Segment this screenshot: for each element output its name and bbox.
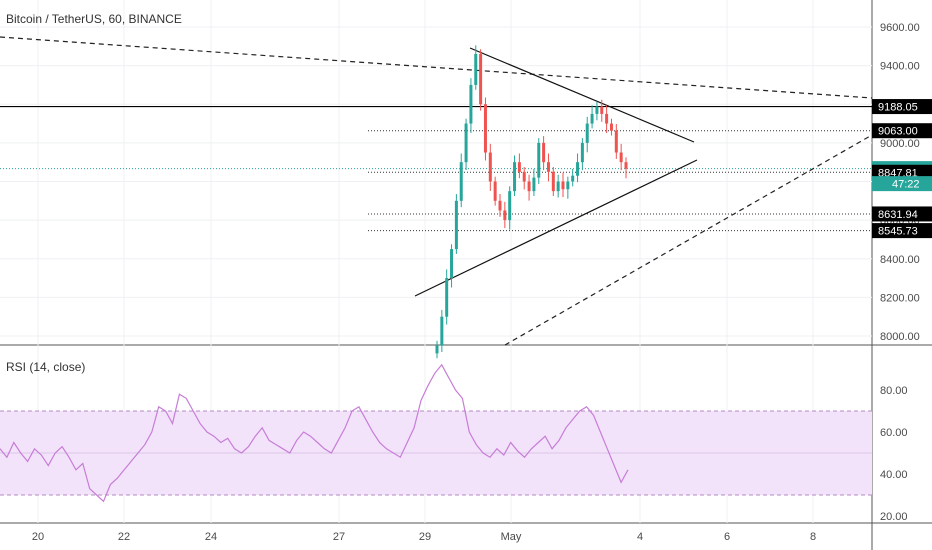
countdown-label: 47:22 — [892, 179, 920, 191]
candle-body — [513, 162, 517, 192]
candle-body — [605, 113, 609, 124]
candle-body — [469, 84, 473, 124]
price-tick-label: 9600.00 — [880, 22, 920, 34]
candle-countdown-tag: 47:22 — [872, 176, 932, 192]
time-axis[interactable]: 20 22 24 27 29 May 4 6 8 — [32, 531, 816, 543]
candle-body — [508, 191, 512, 221]
time-tick-label: 29 — [419, 531, 431, 543]
rsi-tick-label: 80.00 — [880, 385, 908, 397]
candle-body — [464, 123, 468, 163]
candle-body — [532, 177, 536, 192]
candle-body — [459, 162, 463, 201]
dashed-resistance-trendline[interactable] — [0, 36, 873, 99]
countdown-box — [872, 176, 932, 192]
candle-body — [576, 162, 580, 176]
price-tag-box — [872, 164, 932, 180]
price-tag-label: 8545.73 — [878, 226, 918, 238]
candle-body — [600, 106, 604, 114]
candle-body — [522, 171, 526, 182]
price-tick-label: 8400.00 — [880, 254, 920, 266]
candle-body — [571, 175, 575, 182]
triangle-upper-line[interactable] — [469, 47, 695, 143]
drawing-layer[interactable] — [0, 36, 873, 346]
candle-body — [590, 113, 594, 124]
price-tag-label: 9063.00 — [878, 126, 918, 138]
candle-body — [546, 162, 550, 172]
price-tag-box — [872, 123, 932, 139]
candle-body — [483, 104, 487, 153]
symbol-title: Bitcoin / TetherUS, 60, BINANCE — [6, 12, 182, 26]
candle-body — [479, 54, 483, 105]
rsi-series — [0, 363, 872, 503]
rsi-tick-label: 20.00 — [880, 511, 908, 523]
price-tick-label: 9000.00 — [880, 138, 920, 150]
candle-body — [527, 181, 531, 192]
time-tick-label: 6 — [724, 531, 730, 543]
dashed-support-trendline[interactable] — [504, 134, 873, 346]
candle-body — [556, 181, 560, 192]
candle-body — [542, 142, 546, 163]
candle-body — [503, 210, 507, 221]
candle-body — [517, 162, 521, 172]
time-tick-label: May — [501, 531, 522, 543]
candlestick-series — [435, 45, 628, 359]
price-tag-label: 9188.05 — [878, 102, 918, 114]
price-tick-label: 9400.00 — [880, 61, 920, 73]
price-tag-box — [872, 206, 932, 222]
candle-body — [585, 123, 589, 143]
candle-body — [595, 106, 599, 114]
candle-body — [551, 171, 555, 192]
time-tick-label: 24 — [205, 531, 217, 543]
candle-body — [498, 200, 502, 211]
candle-body — [445, 278, 449, 317]
candle-body — [561, 181, 565, 190]
price-tag-box — [872, 99, 932, 115]
candle-body — [624, 162, 628, 169]
candle-body — [435, 345, 439, 354]
price-level-tag: 9188.05 — [872, 99, 932, 115]
candle-body — [609, 123, 613, 131]
rsi-line — [0, 363, 629, 503]
price-tag-label: 8631.94 — [878, 209, 918, 221]
candle-body — [454, 200, 458, 250]
candle-body — [488, 152, 492, 182]
rsi-tick-label: 60.00 — [880, 427, 908, 439]
price-tag-box — [872, 223, 932, 239]
candle-body — [450, 249, 454, 279]
triangle-lower-line[interactable] — [414, 159, 698, 297]
time-tick-label: 4 — [637, 531, 643, 543]
time-tick-label: 8 — [810, 531, 816, 543]
candle-body — [537, 142, 541, 178]
candle-body — [493, 181, 497, 201]
candle-body — [580, 142, 584, 163]
price-tick-label: 8000.00 — [880, 331, 920, 343]
price-level-tag: 8545.73 — [872, 223, 932, 239]
time-tick-label: 22 — [118, 531, 130, 543]
time-tick-label: 20 — [32, 531, 44, 543]
candle-body — [566, 181, 570, 190]
candle-body — [619, 152, 623, 163]
price-axis[interactable]: 8000.008200.008400.008600.008800.009000.… — [872, 22, 932, 523]
price-level-tag: 8631.94 — [872, 206, 932, 222]
time-tick-label: 27 — [333, 531, 345, 543]
candle-body — [474, 54, 478, 85]
price-tick-label: 8200.00 — [880, 292, 920, 304]
candle-body — [614, 130, 618, 153]
rsi-title: RSI (14, close) — [6, 360, 85, 374]
candle-body — [440, 316, 444, 346]
price-level-tag: 9063.00 — [872, 123, 932, 139]
rsi-tick-label: 40.00 — [880, 469, 908, 481]
